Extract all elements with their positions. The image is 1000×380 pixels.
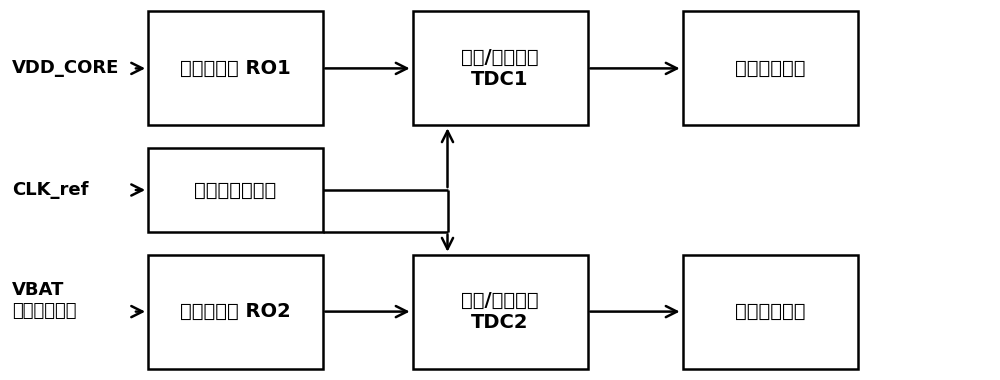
Bar	[682, 255, 858, 369]
Bar	[413, 255, 588, 369]
Text: VBAT
（待测电压）: VBAT （待测电压）	[12, 281, 76, 320]
Bar	[148, 11, 322, 125]
Text: 电压映射模块: 电压映射模块	[735, 302, 805, 321]
Text: 时间/数字转换
TDC1: 时间/数字转换 TDC1	[461, 48, 539, 89]
Text: 时间/数字转换
TDC2: 时间/数字转换 TDC2	[461, 291, 539, 332]
Bar	[148, 148, 322, 232]
Bar	[148, 255, 322, 369]
Text: 环形振荡器 RO2: 环形振荡器 RO2	[180, 302, 290, 321]
Text: 温度映射模块: 温度映射模块	[735, 59, 805, 78]
Text: 基准时钟分频器: 基准时钟分频器	[194, 180, 276, 200]
Text: 环形振荡器 RO1: 环形振荡器 RO1	[180, 59, 290, 78]
Bar	[413, 11, 588, 125]
Bar	[682, 11, 858, 125]
Text: VDD_CORE: VDD_CORE	[12, 59, 119, 78]
Text: CLK_ref: CLK_ref	[12, 181, 88, 199]
